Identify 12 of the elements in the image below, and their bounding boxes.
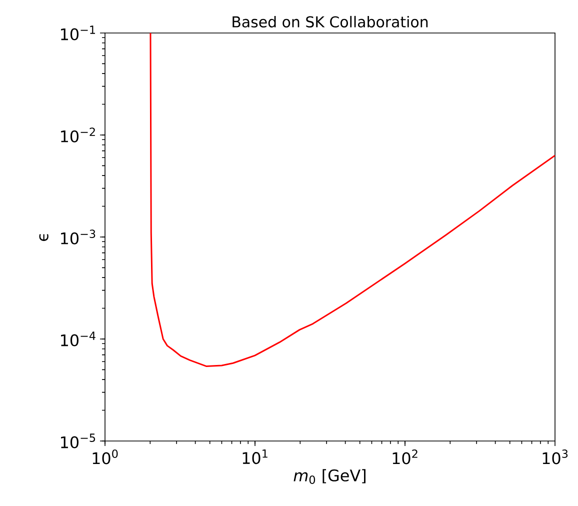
x-tick-label: 10$^{3}$ [542, 449, 568, 464]
y-tick-label: 10$^{−4}$ [61, 332, 96, 346]
y-tick-label: 10$^{−2}$ [61, 128, 95, 142]
y-tick-label: 10$^{−1}$ [61, 26, 95, 40]
x-tick-label: 10$^{2}$ [392, 449, 418, 464]
x-axis-title: m$_{0}$ [GeV] [294, 469, 366, 484]
y-axis-title: ϵ [39, 234, 48, 242]
chart-title: Based on SK Collaboration [232, 16, 428, 28]
x-tick-label: 10$^{1}$ [242, 449, 268, 464]
y-tick-label: 10$^{−3}$ [61, 230, 96, 244]
y-tick-label: 10$^{−5}$ [61, 434, 96, 448]
x-tick-label: 10$^{0}$ [92, 449, 118, 464]
